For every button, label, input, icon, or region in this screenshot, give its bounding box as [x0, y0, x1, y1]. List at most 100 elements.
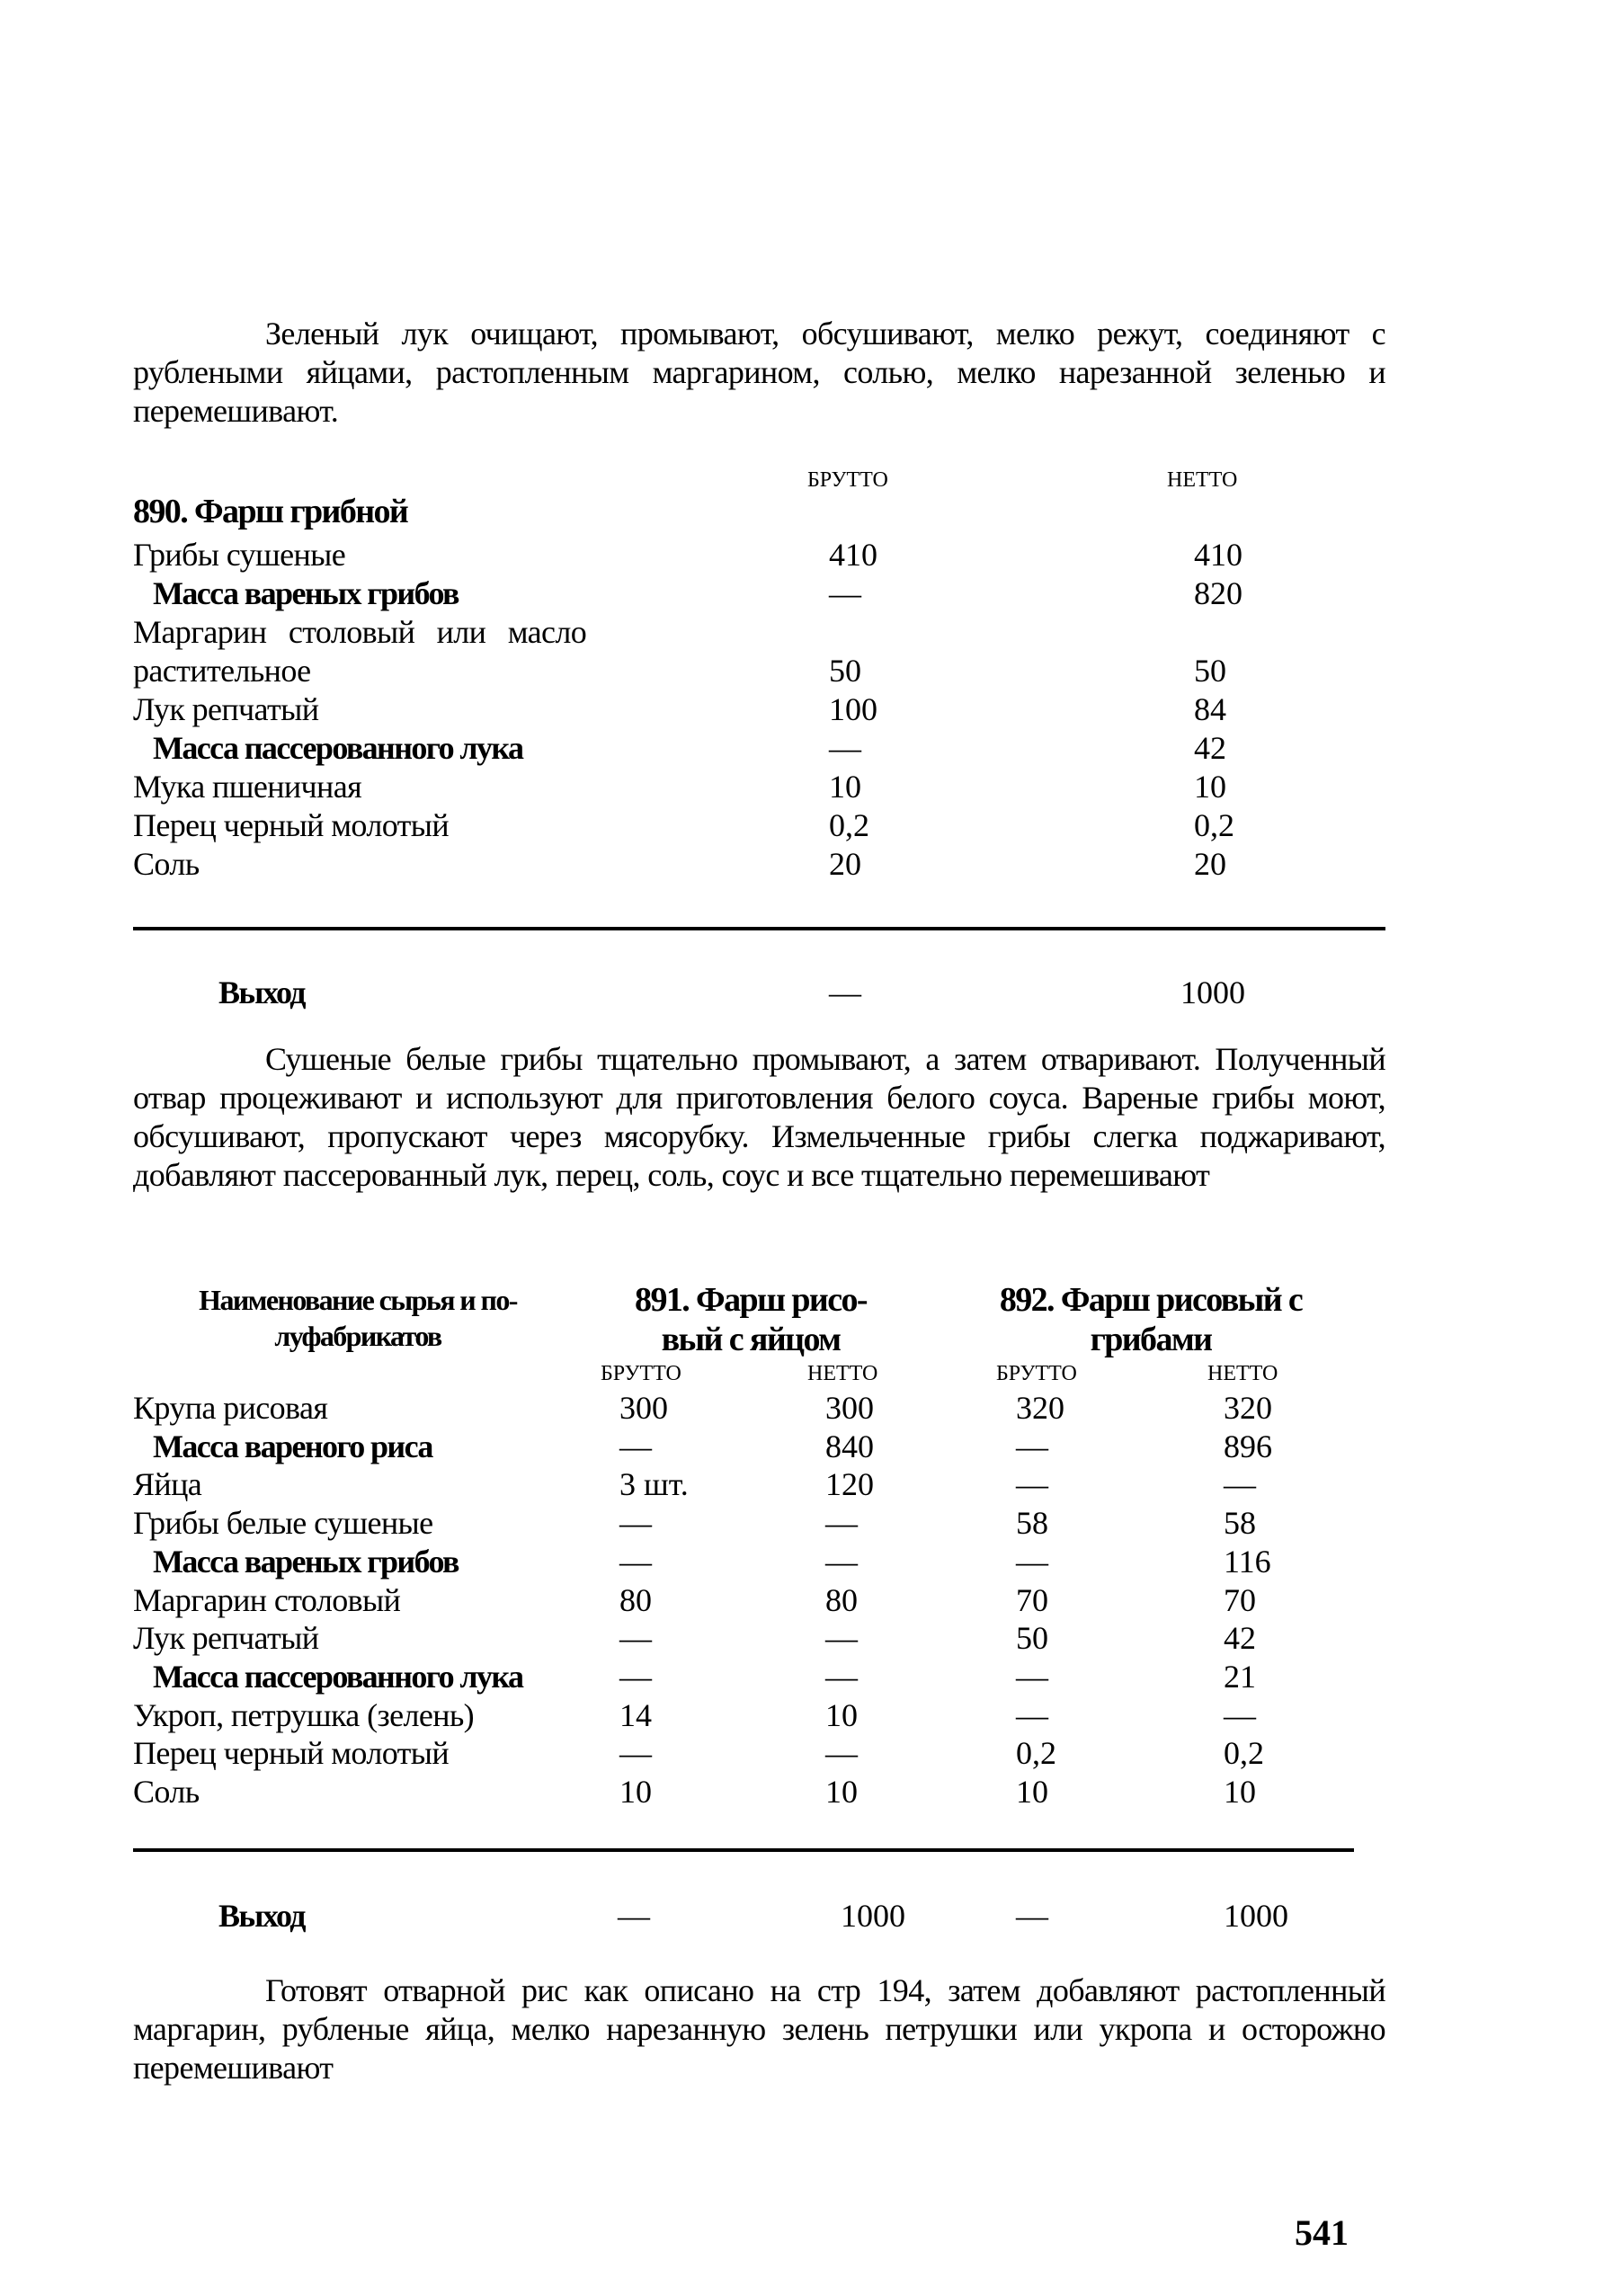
table-divider: [133, 927, 1385, 930]
netto-892-value: 896: [1224, 1428, 1272, 1464]
ingredient-name: Укроп, петрушка (зелень): [133, 1696, 475, 1733]
description-text: Сушеные белые грибы тщательно промывают,…: [133, 1041, 1386, 1193]
netto-value: 42: [1194, 730, 1226, 766]
ingredient-name: Масса пассерованного лука: [153, 730, 524, 766]
ingredient-name: Грибы белые сушеные: [133, 1505, 433, 1542]
yield-brutto-892: —: [1016, 1898, 1048, 1934]
ingredient-name: Яйца: [133, 1466, 202, 1503]
recipe-890-title: 890. Фарш грибной: [133, 493, 409, 530]
netto-891-value: 10: [825, 1774, 858, 1810]
name-header-line1: Наименование сырья и по-: [199, 1284, 518, 1316]
brutto-891-value: —: [619, 1735, 652, 1772]
brutto-value: —: [829, 575, 861, 611]
brutto-892-value: —: [1016, 1696, 1048, 1733]
yield-label-891-892: Выход: [218, 1898, 307, 1934]
netto-value: 10: [1194, 769, 1226, 805]
netto-value: 820: [1194, 575, 1242, 611]
brutto-892-value: 58: [1016, 1505, 1048, 1542]
brutto-892-value: —: [1016, 1428, 1048, 1464]
brutto-891-value: 10: [619, 1774, 652, 1810]
brutto-892-value: 10: [1016, 1774, 1048, 1810]
name-header-line2: луфабрикатов: [274, 1320, 442, 1352]
brutto-891-value: 3 шт.: [619, 1466, 689, 1503]
col-header-brutto-890: БРУТТО: [807, 468, 888, 492]
netto-value: 84: [1194, 691, 1226, 727]
title-892-line2: грибами: [1090, 1321, 1213, 1358]
yield-brutto-891: —: [618, 1898, 650, 1934]
netto-892-value: 10: [1224, 1774, 1256, 1810]
netto-891-value: —: [825, 1620, 858, 1657]
brutto-value: 0,2: [829, 807, 869, 843]
col-header-netto-892: НЕТТО: [1207, 1362, 1278, 1385]
brutto-891-value: —: [619, 1505, 652, 1542]
description-text: Готовят отварной рис как описано на стр …: [133, 1972, 1386, 2086]
ingredient-name: Масса пассерованного лука: [153, 1658, 524, 1695]
ingredient-name: Соль: [133, 1774, 200, 1810]
recipe-891-892-description: Готовят отварной рис как описано на стр …: [133, 1971, 1386, 2087]
brutto-value: 100: [829, 691, 877, 727]
netto-892-value: 21: [1224, 1658, 1256, 1695]
ingredient-name: Соль: [133, 846, 200, 882]
ingredient-name: Грибы сушеные: [133, 537, 346, 573]
ingredient-name: Масса вареных грибов: [153, 1543, 459, 1580]
netto-value: 50: [1194, 653, 1226, 689]
brutto-892-value: —: [1016, 1466, 1048, 1503]
brutto-891-value: —: [619, 1543, 652, 1580]
netto-value: 20: [1194, 846, 1226, 882]
netto-891-value: 10: [825, 1696, 858, 1733]
yield-brutto-890: —: [829, 974, 861, 1010]
netto-891-value: 80: [825, 1581, 858, 1618]
brutto-891-value: —: [619, 1428, 652, 1464]
col-header-netto-891: НЕТТО: [807, 1362, 878, 1385]
page-number: 541: [1295, 2212, 1349, 2253]
ingredient-name: Маргарин столовый или масло: [133, 614, 587, 650]
ingredient-name: Перец черный молотый: [133, 807, 450, 843]
netto-891-value: 300: [825, 1390, 874, 1426]
brutto-value: 410: [829, 537, 877, 573]
brutto-892-value: 70: [1016, 1581, 1048, 1618]
recipe-891-title: 891. Фарш рисо- вый с яйцом: [598, 1280, 904, 1359]
brutto-892-value: —: [1016, 1543, 1048, 1580]
yield-netto-890: 1000: [1180, 974, 1245, 1010]
ingredient-name: растительное: [133, 653, 311, 689]
title-891-line1: 891. Фарш рисо-: [635, 1281, 868, 1319]
col-header-brutto-891: БРУТТО: [601, 1362, 681, 1385]
brutto-892-value: —: [1016, 1658, 1048, 1695]
recipe-892-title: 892. Фарш рисовый с грибами: [962, 1280, 1340, 1359]
col-header-netto-890: НЕТТО: [1167, 468, 1238, 492]
netto-891-value: 120: [825, 1466, 874, 1503]
table-divider: [133, 1848, 1354, 1852]
netto-892-value: 70: [1224, 1581, 1256, 1618]
yield-netto-891: 1000: [841, 1898, 905, 1934]
ingredient-name: Масса вареного риса: [153, 1428, 433, 1464]
netto-892-value: 320: [1224, 1390, 1272, 1426]
netto-891-value: —: [825, 1505, 858, 1542]
netto-892-value: —: [1224, 1466, 1256, 1503]
brutto-891-value: —: [619, 1620, 652, 1657]
netto-891-value: —: [825, 1658, 858, 1695]
ingredient-name: Лук репчатый: [133, 691, 319, 727]
col-header-brutto-892: БРУТТО: [996, 1362, 1077, 1385]
ingredient-name: Лук репчатый: [133, 1620, 319, 1657]
brutto-892-value: 320: [1016, 1390, 1064, 1426]
title-891-line2: вый с яйцом: [661, 1321, 842, 1358]
brutto-892-value: 0,2: [1016, 1735, 1056, 1772]
ingredient-name: Мука пшеничная: [133, 769, 362, 805]
netto-891-value: —: [825, 1735, 858, 1772]
brutto-value: 50: [829, 653, 861, 689]
netto-892-value: 0,2: [1224, 1735, 1264, 1772]
recipe-890-description: Сушеные белые грибы тщательно промывают,…: [133, 1040, 1386, 1195]
brutto-891-value: 14: [619, 1696, 652, 1733]
netto-892-value: —: [1224, 1696, 1256, 1733]
brutto-value: 20: [829, 846, 861, 882]
netto-892-value: 58: [1224, 1505, 1256, 1542]
intro-text: Зеленый лук очищают, промывают, обсушива…: [133, 316, 1386, 429]
netto-892-value: 42: [1224, 1620, 1256, 1657]
netto-891-value: —: [825, 1543, 858, 1580]
name-column-header: Наименование сырья и по- луфабрикатов: [151, 1282, 565, 1354]
ingredient-name: Масса вареных грибов: [153, 575, 459, 611]
yield-netto-892: 1000: [1224, 1898, 1288, 1934]
netto-892-value: 116: [1224, 1543, 1271, 1580]
ingredient-name: Перец черный молотый: [133, 1735, 450, 1772]
ingredient-name: Маргарин столовый: [133, 1581, 401, 1618]
